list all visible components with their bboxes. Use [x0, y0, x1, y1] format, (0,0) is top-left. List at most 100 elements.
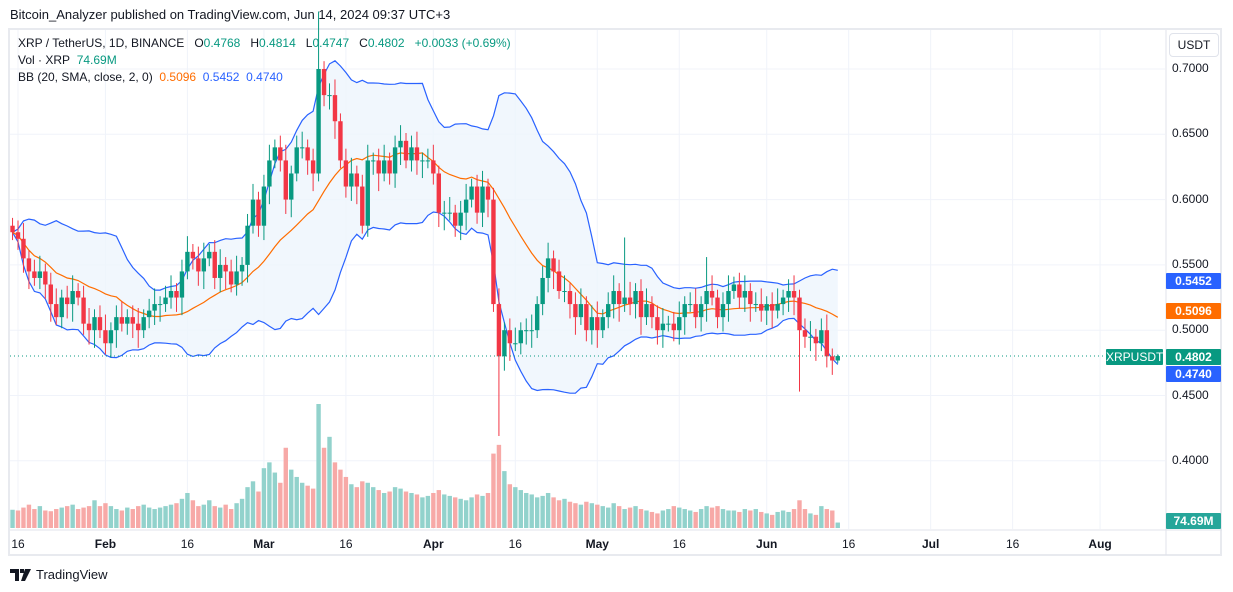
- volume-bar: [463, 500, 469, 528]
- volume-bar: [644, 510, 649, 528]
- candle-body: [726, 291, 731, 305]
- candle-body: [808, 336, 813, 338]
- candle-body: [371, 160, 376, 162]
- candle-body: [201, 258, 207, 272]
- volume-bar: [655, 513, 660, 528]
- volume-bar: [86, 506, 92, 528]
- volume-bar: [769, 514, 775, 528]
- time-tick-label: 16: [180, 537, 195, 551]
- volume-bar: [709, 507, 715, 528]
- volume-bar: [261, 468, 267, 528]
- candle-body: [431, 160, 436, 174]
- candle-body: [349, 173, 354, 187]
- candle-body: [698, 304, 704, 318]
- volume-bar: [294, 476, 299, 528]
- price-tick-label: 0.5000: [1172, 322, 1209, 337]
- candle-body: [666, 323, 671, 325]
- candle-body: [524, 330, 529, 332]
- candle-body: [86, 323, 92, 331]
- tradingview-logo[interactable]: TradingView: [10, 567, 108, 582]
- candle-body: [245, 225, 250, 265]
- volume-bar: [10, 509, 15, 528]
- volume-bar: [425, 495, 431, 528]
- candle-body: [59, 297, 64, 318]
- candle-body: [469, 186, 474, 200]
- volume-bar: [715, 506, 720, 528]
- volume-bar: [447, 495, 452, 528]
- close-price-badge: 0.4802: [1166, 349, 1221, 365]
- time-tick-label: 16: [508, 537, 522, 551]
- volume-bar: [704, 506, 709, 528]
- candle-body: [813, 336, 819, 344]
- volume-bar: [234, 503, 239, 528]
- candle-body: [425, 160, 431, 162]
- candle-body: [644, 304, 649, 318]
- legend-volume-row[interactable]: Vol · XRP 74.69M: [18, 53, 117, 67]
- volume-bar: [365, 482, 370, 528]
- volume-bar: [360, 481, 365, 528]
- volume-bar: [595, 504, 600, 528]
- volume-bar: [791, 509, 797, 528]
- volume-bar: [513, 487, 518, 528]
- candle-body: [824, 330, 830, 357]
- currency-button[interactable]: USDT: [1169, 33, 1219, 57]
- volume-bar: [136, 506, 141, 528]
- candle-body: [786, 291, 791, 298]
- candle-body: [529, 330, 534, 332]
- volume-bar: [442, 494, 447, 528]
- candle-body: [37, 271, 43, 278]
- candle-body: [780, 297, 786, 305]
- volume-bar: [43, 510, 48, 528]
- candle-body: [310, 160, 316, 174]
- volume-bar: [59, 507, 64, 528]
- candle-body: [682, 304, 687, 318]
- volume-bar: [125, 507, 130, 528]
- candle-body: [474, 186, 480, 213]
- candle-body: [332, 95, 338, 122]
- candle-body: [267, 160, 272, 187]
- volume-bar: [278, 482, 283, 528]
- candle-body: [54, 304, 59, 318]
- volume-bar: [524, 492, 529, 528]
- candle-body: [299, 147, 305, 149]
- candle-body: [343, 160, 349, 187]
- volume-bar: [764, 513, 769, 528]
- candle-body: [163, 297, 168, 305]
- candle-body: [365, 160, 370, 226]
- volume-bar: [343, 476, 349, 528]
- tradingview-logo-icon: [10, 568, 31, 581]
- volume-bar: [458, 498, 463, 528]
- candle-body: [742, 291, 748, 298]
- volume-bar: [780, 510, 786, 528]
- candle-body: [403, 140, 409, 161]
- candle-body: [502, 330, 507, 357]
- volume-bar: [720, 509, 726, 528]
- candle-body: [687, 304, 693, 306]
- time-tick-label: 16: [1005, 537, 1020, 551]
- candle-body: [360, 186, 365, 226]
- symbol-title[interactable]: XRP / TetherUS, 1D, BINANCE: [18, 36, 185, 50]
- volume-bar: [48, 511, 53, 528]
- volume-bar: [32, 509, 37, 528]
- legend-bb-row[interactable]: BB (20, SMA, close, 2, 0) 0.5096 0.5452 …: [18, 70, 283, 84]
- candle-body: [174, 291, 179, 298]
- candle-body: [534, 304, 540, 331]
- time-tick-label: 16: [672, 537, 686, 551]
- volume-bar: [677, 507, 682, 528]
- candle-body: [802, 330, 808, 337]
- volume-bar: [600, 506, 605, 528]
- candle-body: [64, 297, 70, 305]
- volume-badge: 74.69M: [1166, 513, 1221, 529]
- volume-bar: [376, 490, 381, 528]
- volume-bar: [108, 506, 114, 528]
- volume-bar: [212, 506, 217, 528]
- candle-body: [573, 304, 578, 318]
- candle-body: [75, 291, 81, 298]
- volume-bar: [81, 507, 86, 528]
- bb-band-fill: [12, 60, 838, 394]
- volume-bar: [666, 509, 671, 528]
- candle-body: [671, 323, 676, 331]
- volume-bar: [223, 504, 228, 528]
- volume-bar: [622, 509, 627, 528]
